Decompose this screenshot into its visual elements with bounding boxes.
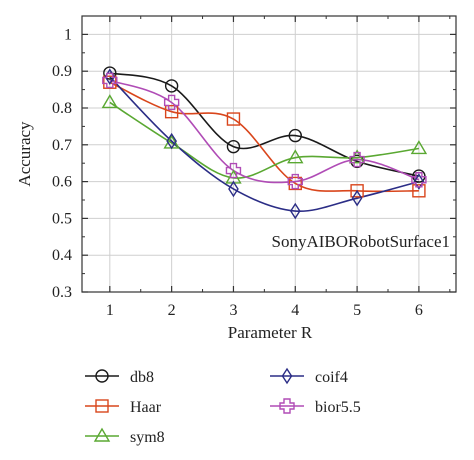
data-point-db8 [103, 66, 117, 80]
legend-marker [279, 398, 295, 414]
series-line-Haar [109, 81, 419, 193]
data-point-Haar [350, 184, 364, 198]
data-point-Haar [288, 176, 302, 191]
legend-item-bior5.5: bior5.5 [270, 398, 361, 416]
legend-item-db8: db8 [85, 369, 154, 386]
data-point-bior5.5 [163, 94, 180, 111]
x-tick-label: 1 [106, 302, 114, 319]
legend-label: sym8 [130, 429, 165, 446]
legend-item-Haar: Haar [85, 399, 162, 416]
series-line-bior5.5 [109, 79, 420, 184]
y-tick-label: 0.9 [52, 63, 72, 80]
data-point-bior5.5 [411, 172, 427, 188]
y-tick-label: 0.4 [52, 247, 72, 264]
chart-annotation: SonyAIBORobotSurface1 [272, 232, 450, 251]
x-tick-label: 6 [415, 302, 423, 319]
legend-label: Haar [130, 399, 162, 416]
legend-marker [95, 399, 109, 413]
data-point-db8 [164, 79, 179, 93]
data-point-bior5.5 [225, 162, 242, 179]
x-tick-label: 2 [168, 302, 176, 319]
y-axis-title: Accuracy [15, 121, 34, 187]
data-point-db8 [226, 139, 241, 154]
y-tick-label: 0.3 [52, 284, 72, 301]
data-point-coif4 [166, 132, 177, 150]
legend: db8 Haar sym8 coif4 bior5.5 [85, 367, 361, 446]
legend-item-coif4: coif4 [270, 367, 348, 386]
x-axis-title: Parameter R [228, 323, 313, 342]
data-point-coif4 [413, 173, 425, 190]
data-point-sym8 [287, 149, 304, 164]
legend-label: coif4 [315, 369, 348, 386]
data-point-sym8 [410, 140, 428, 155]
legend-marker [281, 367, 293, 385]
x-tick-label: 3 [229, 302, 237, 319]
legend-item-sym8: sym8 [85, 427, 165, 446]
legend-label: db8 [130, 369, 154, 386]
data-point-sym8 [101, 94, 119, 109]
data-point-bior5.5 [102, 72, 118, 89]
y-tick-label: 0.6 [52, 174, 72, 191]
series-markers [101, 66, 428, 220]
x-tick-label: 4 [291, 302, 299, 319]
axis-ticks [82, 15, 456, 293]
series-line-db8 [109, 72, 420, 177]
y-tick-label: 1 [64, 26, 72, 43]
data-point-coif4 [289, 202, 301, 220]
plot-frame [81, 15, 457, 293]
data-point-Haar [412, 184, 426, 198]
y-tick-label: 0.8 [52, 100, 72, 117]
y-tick-label: 0.7 [52, 137, 72, 154]
x-tick-labels: 1 2 3 4 5 6 [106, 302, 423, 319]
series-line-sym8 [109, 101, 420, 179]
data-point-Haar [103, 75, 117, 89]
y-tick-labels: 0.3 0.4 0.5 0.6 0.7 0.8 0.9 1 [52, 26, 72, 301]
x-tick-label: 5 [353, 302, 361, 319]
data-point-bior5.5 [287, 173, 303, 190]
series-lines [109, 72, 420, 212]
legend-marker [95, 369, 109, 383]
data-point-coif4 [351, 189, 363, 207]
data-point-bior5.5 [349, 151, 365, 168]
data-point-Haar [226, 112, 241, 126]
data-point-Haar [164, 104, 179, 119]
legend-marker [93, 427, 111, 442]
y-tick-label: 0.5 [52, 210, 72, 227]
legend-label: bior5.5 [315, 399, 361, 416]
data-point-coif4 [228, 180, 239, 198]
data-point-db8 [288, 128, 302, 143]
